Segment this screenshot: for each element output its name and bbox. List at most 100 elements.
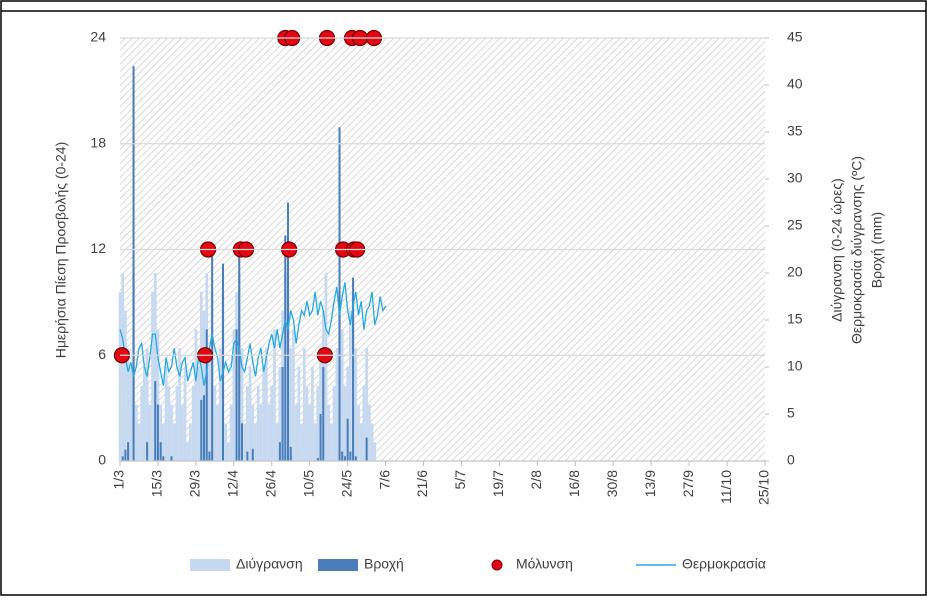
bar: [365, 437, 368, 461]
bar: [162, 423, 165, 461]
x-tick-label: 19/7: [490, 470, 506, 497]
bar: [159, 404, 163, 461]
bar: [170, 404, 173, 461]
bar: [264, 348, 268, 461]
bar: [256, 385, 260, 461]
bar: [118, 291, 122, 461]
bar: [251, 448, 254, 461]
bar: [194, 329, 198, 461]
y-tick-label: 12: [90, 240, 106, 256]
temperature-line: [119, 282, 387, 386]
bar: [316, 458, 319, 461]
bar: [281, 367, 284, 461]
x-tick-label: 24/5: [338, 470, 354, 497]
y2-tick-label: 30: [787, 170, 803, 186]
bar: [238, 244, 241, 461]
y2-axis-title: Θερμοκρασία διύγρανσης (ºC): [849, 156, 865, 344]
bar: [240, 423, 243, 461]
bar: [273, 329, 276, 461]
bar: [202, 395, 206, 461]
legend-swatch: [190, 559, 230, 571]
bar: [127, 442, 130, 461]
y-tick-label: 0: [98, 452, 106, 468]
bar: [156, 404, 159, 461]
x-tick-label: 5/7: [452, 470, 468, 490]
bar: [259, 404, 263, 461]
y-axis-title: Ημερήσια Πίεση Προσβολής (0-24): [53, 142, 69, 359]
bar: [373, 442, 377, 461]
bar: [145, 348, 149, 461]
bar: [319, 414, 322, 461]
y-tick-label: 6: [98, 346, 106, 362]
legend-swatch: [318, 559, 358, 571]
bar: [248, 367, 252, 461]
bar: [191, 385, 195, 461]
legend-swatch: [491, 559, 503, 571]
bar: [156, 329, 160, 461]
bar: [305, 385, 309, 461]
bar: [162, 456, 165, 461]
bar: [218, 348, 222, 461]
bar: [346, 418, 349, 461]
bar: [243, 423, 247, 461]
bar: [221, 263, 224, 461]
bar: [292, 329, 295, 461]
legend-label: Θερμοκρασία: [682, 556, 766, 572]
bar: [354, 456, 357, 461]
bar: [167, 385, 171, 461]
bar: [170, 456, 173, 461]
x-tick-label: 21/6: [414, 470, 430, 497]
bar: [359, 423, 363, 461]
bar: [289, 446, 292, 461]
bar: [330, 423, 333, 461]
bar: [287, 202, 290, 461]
y2-axis-title: Διύγρανση (0-24 ώρες): [829, 178, 845, 322]
bar: [246, 385, 249, 461]
y2-tick-label: 25: [787, 217, 803, 233]
bar: [134, 404, 138, 461]
legend-label: Μόλυνση: [516, 556, 573, 572]
bar: [352, 277, 355, 461]
bar: [143, 367, 146, 461]
bar: [200, 399, 203, 461]
bar: [240, 348, 244, 461]
bar: [229, 404, 233, 461]
plot-layer: [113, 29, 387, 462]
bar: [367, 404, 371, 461]
bar: [159, 442, 162, 461]
bar: [324, 273, 328, 461]
bar: [213, 385, 217, 461]
bar: [370, 423, 374, 461]
bar: [246, 451, 249, 461]
bar: [284, 235, 287, 461]
x-tick-label: 25/10: [756, 470, 772, 505]
y2-tick-label: 5: [787, 405, 795, 421]
bar: [224, 423, 228, 461]
y2-tick-label: 40: [787, 76, 803, 92]
y2-tick-label: 0: [787, 452, 795, 468]
y2-tick-label: 45: [787, 29, 803, 45]
bar: [346, 367, 350, 461]
bar: [137, 423, 141, 461]
bar: [235, 329, 238, 461]
x-tick-label: 15/3: [149, 470, 165, 497]
legend-label: Διύγρανση: [236, 556, 303, 572]
x-tick-label: 7/6: [376, 470, 392, 490]
bar: [180, 404, 184, 461]
bar: [154, 381, 157, 461]
bar: [343, 385, 347, 461]
bar: [349, 310, 352, 461]
bar: [151, 291, 154, 461]
bar: [189, 423, 192, 461]
bar: [327, 404, 331, 461]
bar: [316, 385, 320, 461]
x-tick-label: 10/5: [300, 470, 316, 497]
bar: [340, 329, 344, 461]
bar: [297, 367, 301, 461]
bar: [262, 367, 265, 461]
bar: [343, 456, 346, 461]
legend-label: Βροχή: [364, 556, 404, 572]
bar: [146, 442, 149, 461]
bar: [140, 385, 144, 461]
bar: [319, 348, 322, 461]
